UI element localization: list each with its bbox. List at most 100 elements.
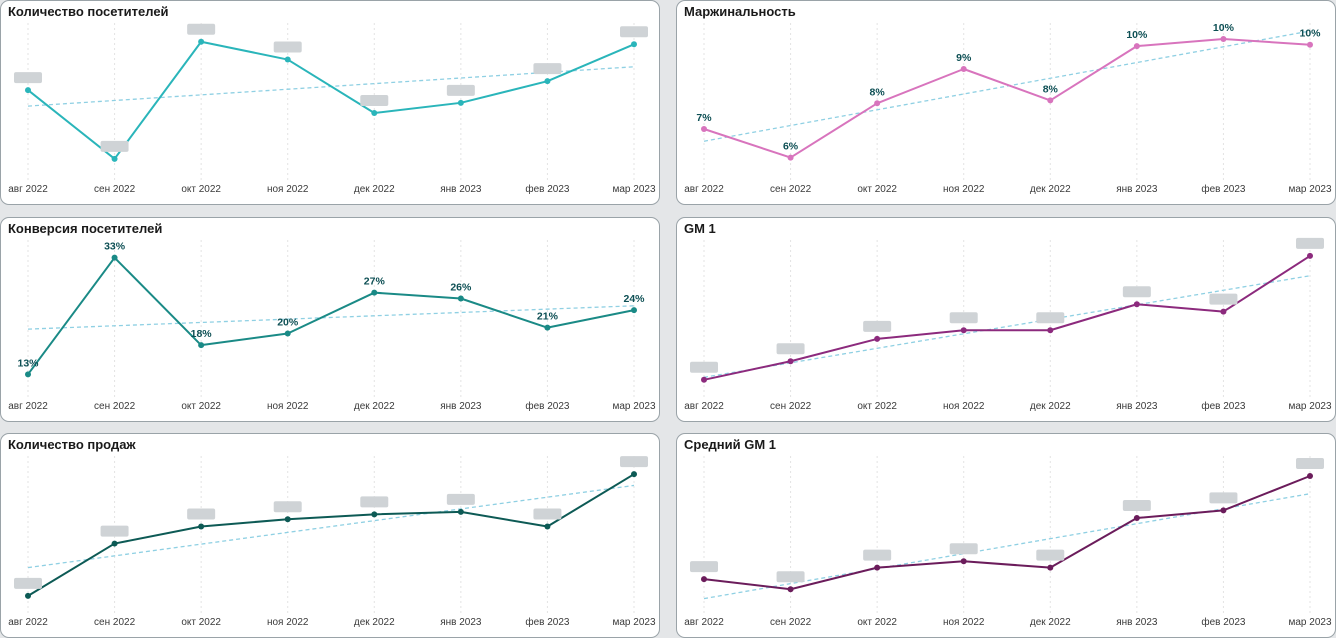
data-label: 6%: [783, 141, 799, 153]
data-label: 21%: [537, 311, 559, 323]
masked-data-label: [14, 72, 42, 84]
data-label: 27%: [364, 276, 386, 288]
chart-panel-gm1: GM 1 авг 2022 сен 2022 окт 2022 ноя 2022 дек…: [676, 217, 1336, 422]
x-tick-label: ноя 2022: [943, 617, 985, 628]
data-point: [1220, 308, 1227, 315]
masked-data-label: [949, 543, 978, 555]
x-tick-label: фев 2023: [525, 616, 570, 628]
data-point: [960, 66, 967, 72]
masked-data-label: [863, 320, 892, 332]
masked-data-label: [533, 63, 562, 75]
chart-title: Конверсия посетителей: [8, 221, 163, 236]
x-tick-label: сен 2022: [770, 617, 812, 628]
chart-title: Маржинальность: [684, 4, 796, 19]
x-tick-label: ноя 2022: [943, 401, 985, 412]
data-point: [787, 154, 794, 161]
x-tick-label: окт 2022: [181, 401, 221, 412]
x-tick-label: дек 2022: [1030, 184, 1071, 195]
data-label: 18%: [191, 328, 213, 340]
data-point: [874, 100, 881, 107]
data-label: 24%: [623, 293, 645, 305]
data-point: [631, 41, 637, 48]
data-point: [25, 87, 31, 94]
masked-data-label: [360, 496, 389, 508]
data-point: [544, 78, 551, 85]
masked-data-label: [1122, 500, 1151, 511]
masked-data-label: [360, 95, 389, 106]
x-tick-label: дек 2022: [354, 184, 395, 195]
data-point: [371, 511, 378, 518]
data-point: [1047, 564, 1054, 571]
data-label: 13%: [17, 357, 39, 369]
data-point: [1307, 41, 1313, 48]
data-label: 10%: [1126, 29, 1148, 41]
data-label: 33%: [104, 241, 126, 253]
data-label: 10%: [1213, 22, 1235, 34]
x-tick-label: авг 2022: [684, 617, 724, 628]
masked-data-label: [1122, 286, 1151, 298]
chart-svg: авг 2022 сен 2022 окт 2022 ноя 2022 дек 2022…: [684, 456, 1332, 628]
data-label: 26%: [450, 282, 472, 294]
masked-data-label: [690, 361, 718, 373]
series-line: [27, 473, 635, 597]
data-label: 9%: [956, 52, 972, 64]
x-tick-label: ноя 2022: [943, 184, 985, 195]
masked-data-label: [620, 26, 648, 38]
data-point: [874, 335, 881, 342]
x-tick-label: окт 2022: [857, 617, 897, 628]
trendline: [27, 484, 635, 569]
data-point: [284, 56, 291, 63]
chart-title: GM 1: [684, 221, 716, 236]
masked-data-label: [1296, 237, 1324, 249]
chart-svg: 7% 6% 8% 9% 8% 10% 10% 10% авг 2022 сен 2022 окт 2…: [684, 22, 1332, 195]
data-label: 8%: [870, 86, 886, 98]
x-tick-label: мар 2023: [612, 184, 655, 195]
data-point: [371, 110, 378, 116]
x-tick-label: янв 2023: [1116, 617, 1158, 628]
masked-data-label: [863, 549, 892, 561]
data-label: 7%: [696, 112, 712, 124]
data-point: [1047, 327, 1054, 334]
data-point: [457, 295, 464, 302]
data-point: [371, 289, 378, 296]
x-tick-label: дек 2022: [354, 401, 395, 412]
data-point: [1133, 301, 1140, 308]
chart-title: Количество продаж: [8, 437, 136, 452]
series-line: [27, 40, 635, 160]
data-point: [1220, 507, 1227, 514]
x-tick-label: фев 2023: [1201, 183, 1246, 195]
masked-data-label: [100, 140, 129, 152]
x-tick-label: сен 2022: [770, 401, 812, 412]
masked-data-label: [776, 571, 805, 583]
data-label: 8%: [1043, 83, 1059, 95]
chart-panel-visitors: Количество посетителей авг 2022 сен 2022 о…: [0, 0, 660, 205]
masked-data-label: [1036, 312, 1065, 324]
data-point: [544, 324, 551, 331]
x-tick-label: янв 2023: [1116, 184, 1158, 195]
masked-data-label: [273, 501, 302, 513]
data-point: [1220, 36, 1227, 42]
data-point: [960, 558, 967, 565]
trendline: [703, 30, 1311, 142]
x-tick-label: янв 2023: [440, 184, 482, 195]
x-tick-label: сен 2022: [94, 184, 136, 195]
data-point: [787, 586, 794, 593]
x-tick-label: сен 2022: [94, 401, 136, 412]
x-tick-label: дек 2022: [354, 617, 395, 628]
x-tick-label: сен 2022: [94, 617, 136, 628]
x-tick-label: янв 2023: [440, 617, 482, 628]
data-point: [198, 342, 205, 349]
masked-data-label: [100, 525, 129, 537]
x-tick-label: янв 2023: [440, 401, 482, 412]
data-point: [1133, 43, 1140, 50]
data-point: [284, 516, 291, 523]
data-point: [1047, 97, 1054, 104]
chart-svg: авг 2022 сен 2022 окт 2022 ноя 2022 дек 2022…: [684, 237, 1332, 412]
trendline: [703, 275, 1311, 378]
data-point: [701, 576, 707, 583]
chart-panel-sales: Количество продаж авг 2022 сен 2022 окт 20…: [0, 433, 660, 638]
data-point: [631, 307, 637, 314]
data-point: [701, 376, 707, 383]
data-point: [198, 523, 205, 530]
masked-data-label: [1296, 458, 1324, 469]
